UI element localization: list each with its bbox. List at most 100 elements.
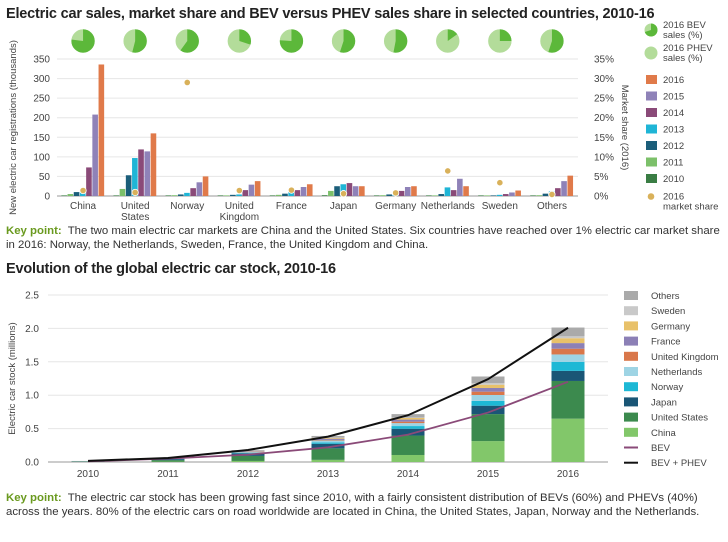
legend-swatch-france <box>624 336 638 346</box>
legend-label-china: China <box>651 428 677 439</box>
x-tick-label-2014: 2014 <box>397 469 420 480</box>
bar-sweden-2013 <box>496 194 503 196</box>
stack-2012-china <box>231 460 265 462</box>
stack-2016-others <box>551 327 585 337</box>
y-tick-label: 200 <box>33 113 50 124</box>
category-label-united-states: United <box>121 201 150 212</box>
bar-japan-2015 <box>352 186 359 196</box>
keypoint-1-label: Key point: <box>6 225 62 237</box>
pie-outline <box>487 28 513 54</box>
stack-2013-norway <box>311 442 345 444</box>
bar-norway-2012 <box>177 194 184 196</box>
bar-united-kingdom-2011 <box>223 195 230 196</box>
y2-tick-label: 10% <box>594 152 614 163</box>
keypoint-1-text: The two main electric car markets are Ch… <box>6 225 720 251</box>
bar-japan-2012 <box>334 186 340 196</box>
y-tick-label: 0.0 <box>25 458 39 469</box>
legend-bev-swatch-fill <box>644 23 658 37</box>
legend-swatch-japan <box>624 397 638 407</box>
bar-united-kingdom-2012 <box>230 194 236 196</box>
market-share-dot-france <box>287 186 296 194</box>
legend-phev-label: 2016 PHEV sales (%) <box>663 43 713 64</box>
bar-united-kingdom-2014 <box>242 190 249 196</box>
stack-2014-united-kingdom <box>391 421 425 424</box>
pie-outline <box>435 28 461 54</box>
legend-label-france: France <box>651 337 681 348</box>
stack-2016-france <box>551 343 585 349</box>
y2-tick-label: 20% <box>594 113 614 124</box>
legend-label-2011: 2011 <box>663 158 683 169</box>
keypoint-2-text: The electric car stock has been growing … <box>6 492 700 518</box>
bar-sweden-2014 <box>502 194 509 196</box>
bar-france-2011 <box>275 194 282 196</box>
bar-germany-2016 <box>411 186 417 196</box>
bar-united-states-2011 <box>119 188 126 196</box>
stack-2013-netherlands <box>311 440 345 443</box>
bar-germany-2014 <box>398 190 405 196</box>
bar-united-kingdom-2013 <box>236 194 242 196</box>
legend-swatch-2016 <box>646 75 657 84</box>
stack-2016-norway <box>551 362 585 371</box>
legend-swatch-2010 <box>646 174 657 183</box>
bar-netherlands-2010 <box>426 195 432 196</box>
bar-china-2011 <box>67 194 74 196</box>
bar-france-2012 <box>282 193 288 196</box>
legend-label-2016: 2016 <box>663 75 684 86</box>
pie-bev-united-kingdom <box>239 29 252 45</box>
bar-united-states-2012 <box>125 175 132 196</box>
pie-outline <box>174 28 200 54</box>
stack-2016-sweden <box>551 336 585 339</box>
bar-norway-2015 <box>196 182 203 196</box>
pie-bev-japan <box>339 29 356 54</box>
chart2-title: Evolution of the global electric car sto… <box>6 261 336 277</box>
pie-outline <box>383 28 408 54</box>
bar-france-2015 <box>300 186 307 196</box>
stack-2014-japan <box>391 428 425 436</box>
y2-tick-label: 5% <box>594 172 609 183</box>
category-label-others: Others <box>537 201 567 212</box>
pie-bev-others <box>548 29 564 54</box>
bar-sweden-2010 <box>478 195 484 196</box>
legend-swatch-2015 <box>646 91 657 101</box>
bar-sweden-2012 <box>490 195 497 196</box>
legend-swatch-sweden <box>624 306 638 316</box>
stack-2016-china <box>551 418 585 462</box>
market-share-dot-japan <box>339 190 348 198</box>
bar-japan-2010 <box>321 195 328 196</box>
bar-united-states-2015 <box>144 151 151 196</box>
keypoint-2-label: Key point: <box>6 492 62 504</box>
bar-others-2010 <box>530 195 536 196</box>
pie-outline <box>279 28 304 54</box>
legend-label-2012: 2012 <box>663 141 684 152</box>
legend-swatch-norway <box>624 382 638 392</box>
pie-bev-united-states <box>132 29 148 53</box>
y2-tick-label: 25% <box>594 94 614 105</box>
legend-swatch-others <box>624 291 638 300</box>
stack-2012-united-states <box>231 455 265 461</box>
legend-swatch-united-kingdom <box>624 351 638 361</box>
bar-norway-2013 <box>184 192 190 196</box>
legend-swatch-2014 <box>646 108 657 117</box>
y-tick-label: 1.5 <box>25 357 39 368</box>
bar-china-2016 <box>98 64 105 196</box>
market-share-dot-netherlands <box>444 167 452 175</box>
bar-netherlands-2013 <box>444 187 451 196</box>
pie-bev-netherlands <box>447 29 458 41</box>
category-label-norway: Norway <box>170 201 204 212</box>
sales-chart: 0 50 100 150 200 250 300 350 0% 5% 10% 15% 20% 25% 30%… <box>8 20 718 223</box>
stack-2015-united-states <box>471 414 505 442</box>
y-tick-label: 2.5 <box>25 291 39 302</box>
stack-2014-united-states <box>391 435 425 455</box>
bar-others-2011 <box>536 195 543 196</box>
y-tick-label: 350 <box>33 55 50 66</box>
y-tick-label: 1.0 <box>25 391 39 402</box>
bar-netherlands-2016 <box>463 186 469 196</box>
bar-united-states-2010 <box>113 195 120 196</box>
bar-germany-2015 <box>404 186 411 196</box>
bar-others-2012 <box>542 193 549 196</box>
stack-2013-united-kingdom <box>311 439 345 441</box>
category-label-netherlands: Netherlands <box>421 201 475 212</box>
market-share-dot-united-kingdom <box>235 186 243 195</box>
legend-label-germany: Germany <box>651 321 690 332</box>
x-tick-label-2012: 2012 <box>237 469 260 480</box>
